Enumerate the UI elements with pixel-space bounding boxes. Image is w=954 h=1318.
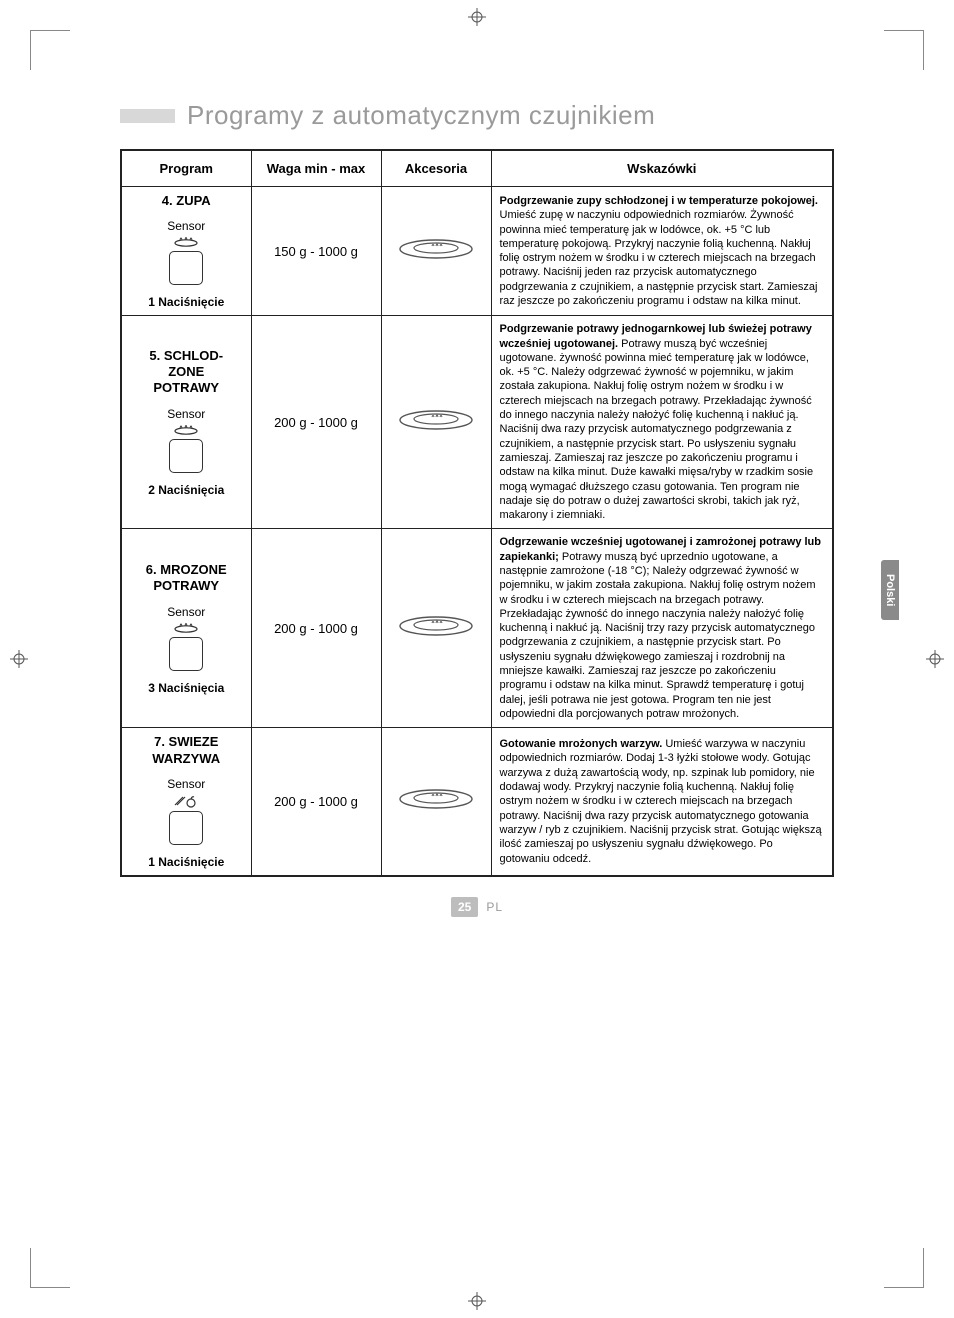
dish-icon bbox=[396, 786, 476, 812]
title-row: Programy z automatycznym czujnikiem bbox=[120, 100, 834, 131]
dish-icon bbox=[396, 236, 476, 262]
accessories-cell bbox=[381, 316, 491, 529]
accessories-cell bbox=[381, 187, 491, 316]
hints-cell: Podgrzewanie zupy schłodzonej i w temper… bbox=[491, 187, 833, 316]
weight-cell: 150 g - 1000 g bbox=[251, 187, 381, 316]
sensor-block: Sensor bbox=[130, 605, 243, 671]
program-name: 4. ZUPA bbox=[130, 193, 243, 209]
press-count: 2 Naciśnięcia bbox=[130, 483, 243, 497]
accessories-cell bbox=[381, 728, 491, 876]
sensor-label: Sensor bbox=[167, 777, 205, 791]
header-hints: Wskazówki bbox=[491, 150, 833, 187]
page-footer: 25 PL bbox=[120, 897, 834, 917]
sensor-label: Sensor bbox=[167, 407, 205, 421]
program-name: 7. SWIEZEWARZYWA bbox=[130, 734, 243, 767]
program-cell: 6. MROZONEPOTRAWY Sensor 3 Naciśnięcia bbox=[121, 529, 251, 728]
table-row: 7. SWIEZEWARZYWA Sensor 1 Naciśnięcie 200 g… bbox=[121, 728, 833, 876]
weight-cell: 200 g - 1000 g bbox=[251, 728, 381, 876]
weight-cell: 200 g - 1000 g bbox=[251, 529, 381, 728]
dish-icon bbox=[396, 407, 476, 433]
program-cell: 5. SCHLOD-ZONEPOTRAWY Sensor 2 Naciśnięcia bbox=[121, 316, 251, 529]
sensor-label: Sensor bbox=[167, 219, 205, 233]
press-count: 3 Naciśnięcia bbox=[130, 681, 243, 695]
vegetable-icon bbox=[171, 791, 201, 809]
programs-table: Program Waga min - max Akcesoria Wskazów… bbox=[120, 149, 834, 877]
sensor-label: Sensor bbox=[167, 605, 205, 619]
page-lang-code: PL bbox=[486, 900, 503, 914]
sensor-block: Sensor bbox=[130, 777, 243, 845]
page-title: Programy z automatycznym czujnikiem bbox=[187, 100, 655, 131]
hints-cell: Odgrzewanie wcześniej ugotowanej i zamro… bbox=[491, 529, 833, 728]
hint-text: Potrawy muszą być wcześniej ugotowane. ż… bbox=[500, 338, 814, 522]
program-name: 5. SCHLOD-ZONEPOTRAWY bbox=[130, 348, 243, 397]
button-key-icon bbox=[169, 637, 203, 671]
hint-bold: Gotowanie mrożonych warzyw. bbox=[500, 738, 663, 750]
sensor-block: Sensor bbox=[130, 219, 243, 285]
table-row: 4. ZUPA Sensor 1 Naciśnięcie 150 g - 1000 g… bbox=[121, 187, 833, 316]
button-key-icon bbox=[169, 811, 203, 845]
button-key-icon bbox=[169, 251, 203, 285]
program-cell: 7. SWIEZEWARZYWA Sensor 1 Naciśnięcie bbox=[121, 728, 251, 876]
page-content: Programy z automatycznym czujnikiem Prog… bbox=[0, 0, 954, 1318]
hint-bold: Podgrzewanie zupy schłodzonej i w temper… bbox=[500, 195, 818, 207]
button-key-icon bbox=[169, 439, 203, 473]
header-accessories: Akcesoria bbox=[381, 150, 491, 187]
header-program: Program bbox=[121, 150, 251, 187]
steam-icon bbox=[173, 421, 199, 435]
page-number: 25 bbox=[451, 897, 478, 917]
hints-cell: Podgrzewanie potrawy jednogarnkowej lub … bbox=[491, 316, 833, 529]
program-name: 6. MROZONEPOTRAWY bbox=[130, 562, 243, 595]
press-count: 1 Naciśnięcie bbox=[130, 295, 243, 309]
table-row: 5. SCHLOD-ZONEPOTRAWY Sensor 2 Naciśnięcia… bbox=[121, 316, 833, 529]
table-header-row: Program Waga min - max Akcesoria Wskazów… bbox=[121, 150, 833, 187]
hint-text: Umieść zupę w naczyniu odpowiednich rozm… bbox=[500, 209, 818, 307]
hints-cell: Gotowanie mrożonych warzyw. Umieść warzy… bbox=[491, 728, 833, 876]
sensor-block: Sensor bbox=[130, 407, 243, 473]
weight-cell: 200 g - 1000 g bbox=[251, 316, 381, 529]
program-cell: 4. ZUPA Sensor 1 Naciśnięcie bbox=[121, 187, 251, 316]
hint-text: Umieść warzywa w naczyniu odpowiednich r… bbox=[500, 738, 822, 864]
hint-text: Potrawy muszą być uprzednio ugotowane, a… bbox=[500, 551, 816, 720]
dish-icon bbox=[396, 613, 476, 639]
title-accent-bar bbox=[120, 109, 175, 123]
accessories-cell bbox=[381, 529, 491, 728]
press-count: 1 Naciśnięcie bbox=[130, 855, 243, 869]
steam-icon bbox=[173, 619, 199, 633]
header-weight: Waga min - max bbox=[251, 150, 381, 187]
steam-icon bbox=[173, 233, 199, 247]
table-row: 6. MROZONEPOTRAWY Sensor 3 Naciśnięcia 200 … bbox=[121, 529, 833, 728]
